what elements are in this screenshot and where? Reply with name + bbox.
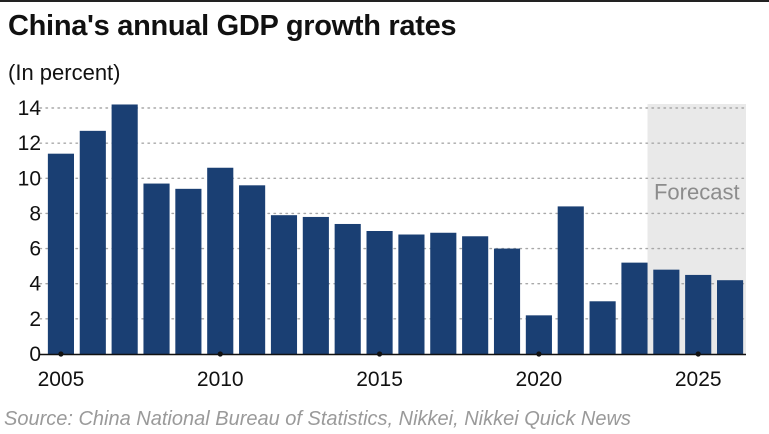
axes: 0 2 4 6 8 10 12 14 2005 2010 2015 2020 2025 [18,97,746,391]
bar-2018 [462,236,489,354]
y-tick-label-4: 4 [29,273,41,296]
y-tick-label-0: 0 [29,343,41,366]
y-tick-label-14: 14 [18,97,42,120]
bars [47,104,744,354]
bar-2008 [143,183,170,354]
x-tick-label-2015: 2015 [356,368,403,391]
bar-2022 [589,301,616,354]
bar-2026 [717,280,744,354]
x-tick-mark-2005 [58,351,64,357]
x-tick-mark-2025 [695,351,701,357]
bar-2021 [557,206,584,354]
x-tick-mark-2015 [376,351,383,357]
bar-2012 [270,215,298,354]
bar-2020 [525,315,552,354]
bar-2009 [175,188,202,354]
bar-2017 [430,232,457,354]
bar-2011 [239,185,266,354]
y-tick-label-8: 8 [29,202,41,225]
y-tick-label-12: 12 [18,132,41,155]
x-tick-mark-2010 [217,351,223,357]
bar-2014 [334,223,361,354]
bar-2016 [398,234,425,354]
x-tick-mark-2020 [536,351,542,357]
x-tick-label-2025: 2025 [675,368,722,391]
bar-2006 [79,130,106,354]
bar-2007 [111,104,138,354]
bar-2024 [653,269,680,354]
y-tick-label-6: 6 [29,238,41,261]
source-note: Source: China National Bureau of Statist… [4,408,631,430]
x-tick-label-2005: 2005 [38,368,85,391]
forecast-label: Forecast [654,179,740,204]
bar-2025 [685,274,712,354]
top-rule [0,0,769,2]
bar-2013 [302,216,329,354]
x-tick-label-2010: 2010 [197,368,244,391]
bar-2015 [366,231,393,354]
chart-subtitle: (In percent) [8,60,121,85]
x-tick-label-2020: 2020 [516,368,563,391]
y-tick-label-10: 10 [18,167,41,190]
bar-2010 [207,167,234,354]
bar-2005 [47,153,74,354]
bar-2019 [493,248,521,354]
bar-2023 [621,262,648,354]
chart-title: China's annual GDP growth rates [8,10,457,42]
y-tick-label-2: 2 [29,308,41,331]
